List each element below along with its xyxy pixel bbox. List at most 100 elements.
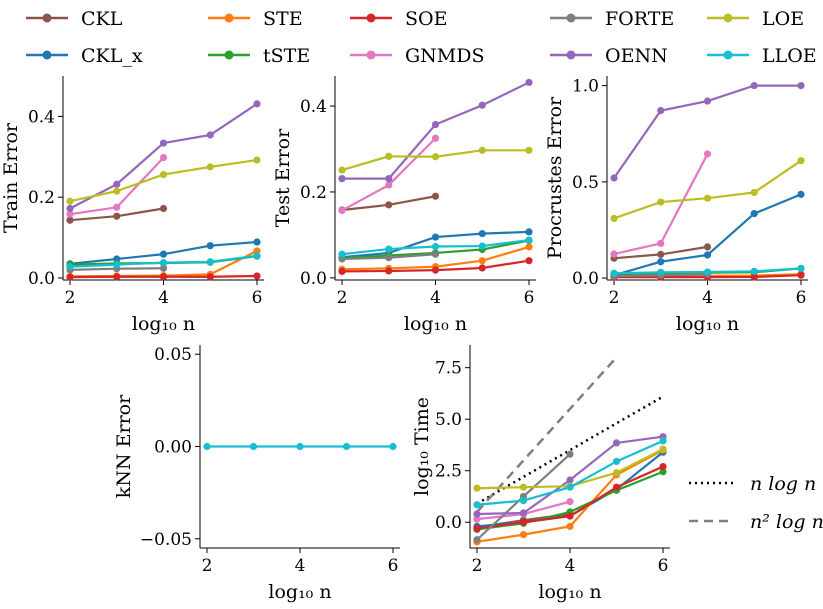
x-tick-label: 6	[796, 288, 807, 308]
legend-label: n² log n	[750, 511, 823, 533]
y-tick-label: 0.0	[435, 513, 462, 533]
data-point	[159, 139, 168, 147]
legend-label: SOE	[405, 8, 447, 30]
legend-swatch-marker	[42, 13, 52, 23]
series-oenn	[66, 100, 261, 213]
data-point	[566, 483, 574, 491]
data-point	[797, 190, 805, 198]
data-point	[253, 252, 261, 260]
data-point	[113, 187, 121, 195]
data-point	[66, 263, 74, 271]
series-lloe	[610, 264, 805, 277]
data-point	[338, 206, 346, 215]
data-point	[610, 214, 618, 223]
data-point	[657, 268, 665, 276]
data-point	[610, 269, 618, 277]
y-tick-label: 0.4	[300, 97, 327, 117]
y-axis-label: Train Error	[0, 122, 22, 233]
data-point	[797, 157, 805, 165]
data-point	[473, 501, 481, 509]
legend-label: CKL	[81, 8, 123, 30]
x-tick-label: 2	[202, 556, 213, 576]
data-point	[385, 267, 393, 275]
series-lloe	[66, 252, 261, 271]
legend-swatch-marker	[566, 50, 576, 60]
data-point	[478, 101, 486, 109]
x-tick-label: 2	[65, 288, 76, 308]
data-point	[385, 152, 393, 160]
panel-knn: −0.05 0.00 0.05 2 4 6 log₁₀ n kNN Error	[113, 345, 400, 603]
data-point	[473, 536, 481, 544]
legend-swatch-marker	[224, 50, 234, 60]
legend-entry-lloe: LLOE	[707, 45, 817, 67]
data-point	[703, 97, 712, 105]
y-tick-label: 0.2	[28, 188, 55, 208]
data-point	[657, 198, 665, 206]
y-axis-label: Procrustes Error	[544, 96, 566, 259]
y-tick-label: 0.2	[300, 183, 327, 203]
data-point	[797, 82, 805, 90]
series-loe	[338, 146, 533, 174]
data-point	[659, 468, 667, 476]
series-line	[613, 159, 802, 220]
data-point	[206, 242, 214, 250]
x-tick-label: 4	[158, 288, 169, 308]
data-point	[113, 273, 121, 281]
y-tick-label: 0.4	[28, 107, 55, 127]
series-forte	[338, 250, 440, 263]
x-tick-label: 4	[430, 288, 441, 308]
legend-label: LOE	[762, 8, 804, 30]
series-ckl-x	[610, 190, 805, 279]
data-point	[431, 250, 440, 258]
y-axis-label: Test Error	[272, 128, 294, 227]
panel-procrustes: 0.0 0.5 1.0 2 4 6 log₁₀ n Procrustes Error	[544, 76, 808, 335]
data-point	[525, 78, 533, 87]
reference-line-n-log-n	[476, 356, 618, 513]
data-point	[478, 146, 486, 154]
data-point	[431, 192, 440, 200]
data-point	[253, 100, 261, 108]
legend-swatch-marker	[224, 13, 234, 23]
x-tick-label: 2	[609, 288, 620, 308]
legend-entry-forte: FORTE	[550, 8, 674, 30]
data-point	[525, 243, 533, 251]
data-point	[66, 204, 74, 213]
y-tick-label: 0.05	[154, 345, 192, 365]
data-point	[338, 267, 346, 276]
data-point	[703, 194, 712, 202]
data-point	[66, 210, 74, 218]
x-tick-label: 4	[295, 556, 306, 576]
series-legend: CKL CKL_x STE tSTE SOE GNMDS FORTE OENN LOE LLOE	[26, 8, 817, 67]
data-point	[113, 203, 121, 211]
data-point	[566, 498, 574, 506]
legend-swatch-marker	[723, 50, 733, 60]
series-line	[69, 158, 258, 203]
series-soe	[473, 462, 667, 533]
data-point	[159, 264, 168, 272]
data-point	[249, 442, 258, 451]
data-point	[797, 264, 805, 273]
data-point	[612, 457, 621, 466]
y-tick-label: 0.0	[300, 269, 327, 289]
data-point	[473, 524, 481, 533]
data-point	[519, 531, 528, 539]
data-point	[385, 245, 393, 253]
data-point	[612, 469, 621, 477]
data-point	[566, 476, 574, 484]
x-tick-label: 6	[388, 556, 399, 576]
data-point	[525, 228, 533, 236]
y-tick-label: 0.00	[154, 438, 192, 458]
data-point	[519, 496, 528, 505]
y-axis-label: kNN Error	[113, 394, 135, 498]
x-tick-label: 4	[702, 288, 713, 308]
data-point	[610, 250, 618, 258]
y-tick-label: −0.05	[140, 530, 192, 550]
data-point	[431, 134, 440, 142]
x-tick-label: 6	[524, 288, 535, 308]
data-point	[113, 212, 121, 220]
data-point	[657, 258, 665, 266]
data-point	[431, 242, 440, 251]
series-oenn	[610, 82, 805, 182]
data-point	[159, 273, 168, 281]
data-point	[431, 153, 440, 161]
